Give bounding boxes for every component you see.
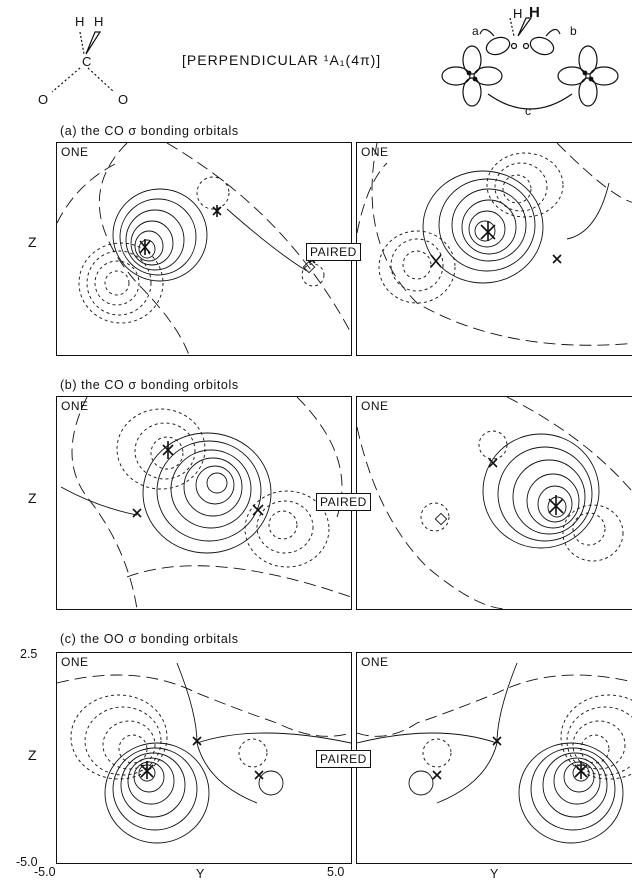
- nodal-lines: [57, 143, 351, 355]
- atom-o-right: O: [118, 92, 129, 107]
- x-axis-label-right: Y: [490, 867, 499, 881]
- paired-label: PAIRED: [306, 243, 361, 261]
- negative-contours: [70, 694, 268, 780]
- x-tick-left: -5.0: [34, 865, 56, 879]
- nodal-lines: [57, 674, 351, 737]
- panel-label-one: ONE: [61, 145, 89, 159]
- molecule-sketch: [51, 31, 115, 93]
- panel-label-one: ONE: [61, 399, 89, 413]
- positive-contours: [142, 432, 272, 554]
- atom-carbon: C: [82, 54, 92, 69]
- negative-contours: [378, 152, 564, 304]
- nuclei-markers: [132, 441, 264, 518]
- z-axis-label: Z: [28, 747, 37, 763]
- nuclei-markers: [140, 736, 264, 780]
- diagram-h-left: H: [513, 6, 523, 21]
- nodal-lines: [357, 674, 632, 737]
- diagram-label-c: c: [525, 104, 531, 118]
- paired-label: PAIRED: [316, 493, 371, 511]
- y-tick-bottom: -5.0: [16, 855, 38, 869]
- x-tick-right: 5.0: [327, 865, 345, 879]
- figure-title: [PERPENDICULAR ¹A₁(4π)]: [182, 52, 382, 68]
- diagram-label-a: a: [472, 24, 479, 38]
- diagram-h-right: H: [529, 4, 540, 21]
- atom-h-right: H: [94, 14, 104, 29]
- section-title: (a) the CO σ bonding orbitals: [60, 124, 239, 138]
- panel-label-one: ONE: [361, 145, 389, 159]
- z-axis-label: Z: [28, 234, 37, 250]
- nodal-lines: [71, 397, 351, 609]
- atom-o-left: O: [38, 92, 49, 107]
- section-title: (c) the OO σ bonding orbitals: [60, 632, 239, 646]
- contour-plot-right: ONE: [356, 652, 632, 864]
- panel-label-one: ONE: [361, 399, 389, 413]
- nuclei-markers: [430, 221, 562, 268]
- contour-plot-right: ONE: [356, 396, 632, 610]
- section-title: (b) the CO σ bonding orbitols: [60, 378, 239, 392]
- paired-label: PAIRED: [316, 750, 371, 768]
- atom-h-left: H: [75, 14, 85, 29]
- x-axis-label-left: Y: [196, 867, 205, 881]
- positive-contours: [518, 742, 624, 844]
- diagram-label-b: b: [570, 24, 577, 38]
- negative-contours: [422, 694, 632, 780]
- negative-contours: [420, 430, 624, 562]
- y-tick-top: 2.5: [20, 647, 38, 661]
- negative-contours: [78, 176, 325, 324]
- nodal-lines: [357, 143, 632, 346]
- z-axis-label: Z: [28, 490, 37, 506]
- contour-plot-left: ONE: [56, 652, 352, 864]
- panel-label-one: ONE: [61, 655, 89, 669]
- positive-contours: [104, 742, 210, 844]
- negative-contours: [116, 408, 330, 568]
- orbital-lobe-diagram: [441, 17, 619, 110]
- positive-contours: [482, 433, 600, 549]
- nuclei-markers: [488, 458, 564, 515]
- contour-plot-left: ONE: [56, 396, 352, 610]
- contour-plot-right: ONE: [356, 142, 632, 356]
- positive-contours: [422, 170, 544, 284]
- nuclei-markers: [432, 736, 588, 780]
- nodal-lines: [357, 397, 632, 609]
- positive-contours: [112, 188, 208, 282]
- nuclei-markers: [139, 205, 316, 264]
- panel-label-one: ONE: [361, 655, 389, 669]
